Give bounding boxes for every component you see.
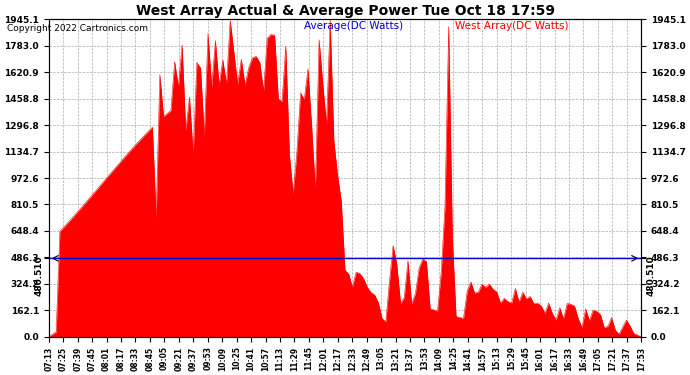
Title: West Array Actual & Average Power Tue Oct 18 17:59: West Array Actual & Average Power Tue Oc…	[135, 4, 555, 18]
Text: West Array(DC Watts): West Array(DC Watts)	[455, 21, 569, 31]
Text: Copyright 2022 Cartronics.com: Copyright 2022 Cartronics.com	[7, 24, 148, 33]
Text: Average(DC Watts): Average(DC Watts)	[304, 21, 403, 31]
